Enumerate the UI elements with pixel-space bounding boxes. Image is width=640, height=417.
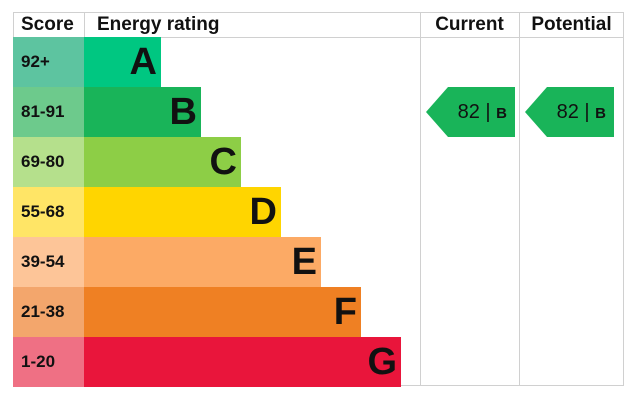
band-bar-b: B <box>84 87 201 137</box>
header-divider <box>13 37 624 38</box>
band-bar-a: A <box>84 37 161 87</box>
header-energy-rating: Energy rating <box>97 14 220 35</box>
current-value: 82 | <box>457 101 497 123</box>
score-c: 69-80 <box>13 137 84 187</box>
potential-value: 82 | <box>556 101 596 123</box>
score-a: 92+ <box>13 37 84 87</box>
band-bar-d: D <box>84 187 281 237</box>
score-b: 81-91 <box>13 87 84 137</box>
band-bar-f: F <box>84 287 361 337</box>
score-f: 21-38 <box>13 287 84 337</box>
band-bar-g: G <box>84 337 401 387</box>
header-current: Current <box>435 14 504 35</box>
column-divider <box>84 12 85 37</box>
header-potential: Potential <box>531 14 612 35</box>
header-score: Score <box>21 14 74 35</box>
potential-rating-arrow: 82 | B <box>525 87 614 137</box>
score-d: 55-68 <box>13 187 84 237</box>
band-bar-e: E <box>84 237 321 287</box>
potential-band: B <box>595 105 606 122</box>
column-divider <box>420 12 421 386</box>
band-bar-c: C <box>84 137 241 187</box>
score-e: 39-54 <box>13 237 84 287</box>
current-band: B <box>496 105 507 122</box>
column-divider <box>519 12 520 386</box>
current-rating-arrow: 82 | B <box>426 87 515 137</box>
score-g: 1-20 <box>13 337 84 387</box>
